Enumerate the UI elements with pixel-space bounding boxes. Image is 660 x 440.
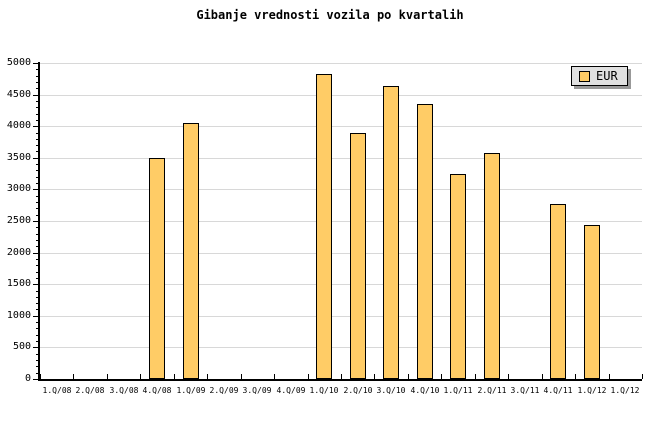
x-tick-mark: [40, 374, 41, 379]
x-tick-mark: [441, 374, 442, 379]
y-gridline: [40, 316, 642, 317]
bar: [484, 153, 500, 379]
bar: [417, 104, 433, 379]
y-major-tick-mark: [33, 126, 40, 127]
y-major-tick-mark: [33, 95, 40, 96]
y-major-tick-mark: [33, 347, 40, 348]
y-axis-tick-label: 4500: [6, 89, 31, 100]
bar: [350, 133, 366, 379]
bar: [550, 204, 566, 379]
y-gridline: [40, 253, 642, 254]
x-tick-mark: [241, 374, 242, 379]
x-tick-mark: [575, 374, 576, 379]
x-tick-mark: [609, 374, 610, 379]
y-gridline: [40, 347, 642, 348]
x-axis-tick-label: 1.Q/12: [577, 386, 607, 395]
x-axis-tick-label: 3.Q/09: [242, 386, 272, 395]
x-tick-mark: [374, 374, 375, 379]
bar: [383, 86, 399, 379]
y-major-tick-mark: [33, 379, 40, 380]
y-gridline: [40, 221, 642, 222]
x-axis-tick-label: 1.Q/10: [309, 386, 339, 395]
x-tick-mark: [73, 374, 74, 379]
y-axis-tick-label: 5000: [6, 57, 31, 68]
x-axis-tick-label: 3.Q/08: [109, 386, 139, 395]
y-major-tick-mark: [33, 284, 40, 285]
y-gridline: [40, 158, 642, 159]
y-major-tick-mark: [33, 63, 40, 64]
bar: [584, 225, 600, 379]
x-axis-tick-label: 4.Q/11: [543, 386, 573, 395]
x-axis-tick-label: 2.Q/11: [477, 386, 507, 395]
legend-swatch-icon: [579, 70, 590, 82]
y-major-tick-mark: [33, 189, 40, 190]
x-tick-mark: [107, 374, 108, 379]
y-gridline: [40, 126, 642, 127]
y-gridline: [40, 95, 642, 96]
y-axis-tick-label: 0: [24, 373, 31, 384]
x-axis-tick-label: 1.Q/09: [176, 386, 206, 395]
bar: [450, 174, 466, 379]
bar: [183, 123, 199, 379]
y-gridline: [40, 189, 642, 190]
x-axis-tick-label: 2.Q/10: [343, 386, 373, 395]
x-axis-tick-label: 4.Q/08: [142, 386, 172, 395]
x-axis-tick-label: 1.Q/12: [610, 386, 640, 395]
x-tick-mark: [341, 374, 342, 379]
y-major-tick-mark: [33, 253, 40, 254]
x-tick-mark: [408, 374, 409, 379]
x-tick-mark: [508, 374, 509, 379]
y-axis-tick-label: 1500: [6, 278, 31, 289]
x-axis-tick-label: 1.Q/08: [42, 386, 72, 395]
bar: [316, 74, 332, 379]
x-axis-tick-label: 3.Q/11: [510, 386, 540, 395]
x-tick-mark: [274, 374, 275, 379]
x-axis-tick-label: 4.Q/09: [276, 386, 306, 395]
x-tick-mark: [140, 374, 141, 379]
x-axis-tick-label: 1.Q/11: [443, 386, 473, 395]
bar: [149, 158, 165, 379]
x-tick-mark: [642, 374, 643, 379]
y-major-tick-mark: [33, 158, 40, 159]
y-axis-tick-label: 4000: [6, 120, 31, 131]
y-major-tick-mark: [33, 316, 40, 317]
x-axis-tick-label: 3.Q/10: [376, 386, 406, 395]
x-tick-mark: [174, 374, 175, 379]
x-tick-mark: [207, 374, 208, 379]
y-axis-line: [38, 62, 40, 381]
x-tick-mark: [475, 374, 476, 379]
legend[interactable]: EUR: [571, 66, 628, 86]
x-axis-line: [38, 379, 642, 381]
x-axis-tick-label: 2.Q/09: [209, 386, 239, 395]
y-axis-tick-label: 2500: [6, 215, 31, 226]
x-tick-mark: [542, 374, 543, 379]
x-axis-tick-label: 4.Q/10: [410, 386, 440, 395]
y-gridline: [40, 63, 642, 64]
y-gridline: [40, 284, 642, 285]
chart-title: Gibanje vrednosti vozila po kvartalih: [196, 8, 464, 22]
y-axis-tick-label: 3500: [6, 152, 31, 163]
legend-label: EUR: [596, 69, 618, 83]
y-major-tick-mark: [33, 221, 40, 222]
x-tick-mark: [308, 374, 309, 379]
x-axis-tick-label: 2.Q/08: [75, 386, 105, 395]
y-axis-tick-label: 3000: [6, 183, 31, 194]
y-axis-tick-label: 2000: [6, 247, 31, 258]
y-axis-tick-label: 500: [12, 341, 31, 352]
y-axis-tick-label: 1000: [6, 310, 31, 321]
